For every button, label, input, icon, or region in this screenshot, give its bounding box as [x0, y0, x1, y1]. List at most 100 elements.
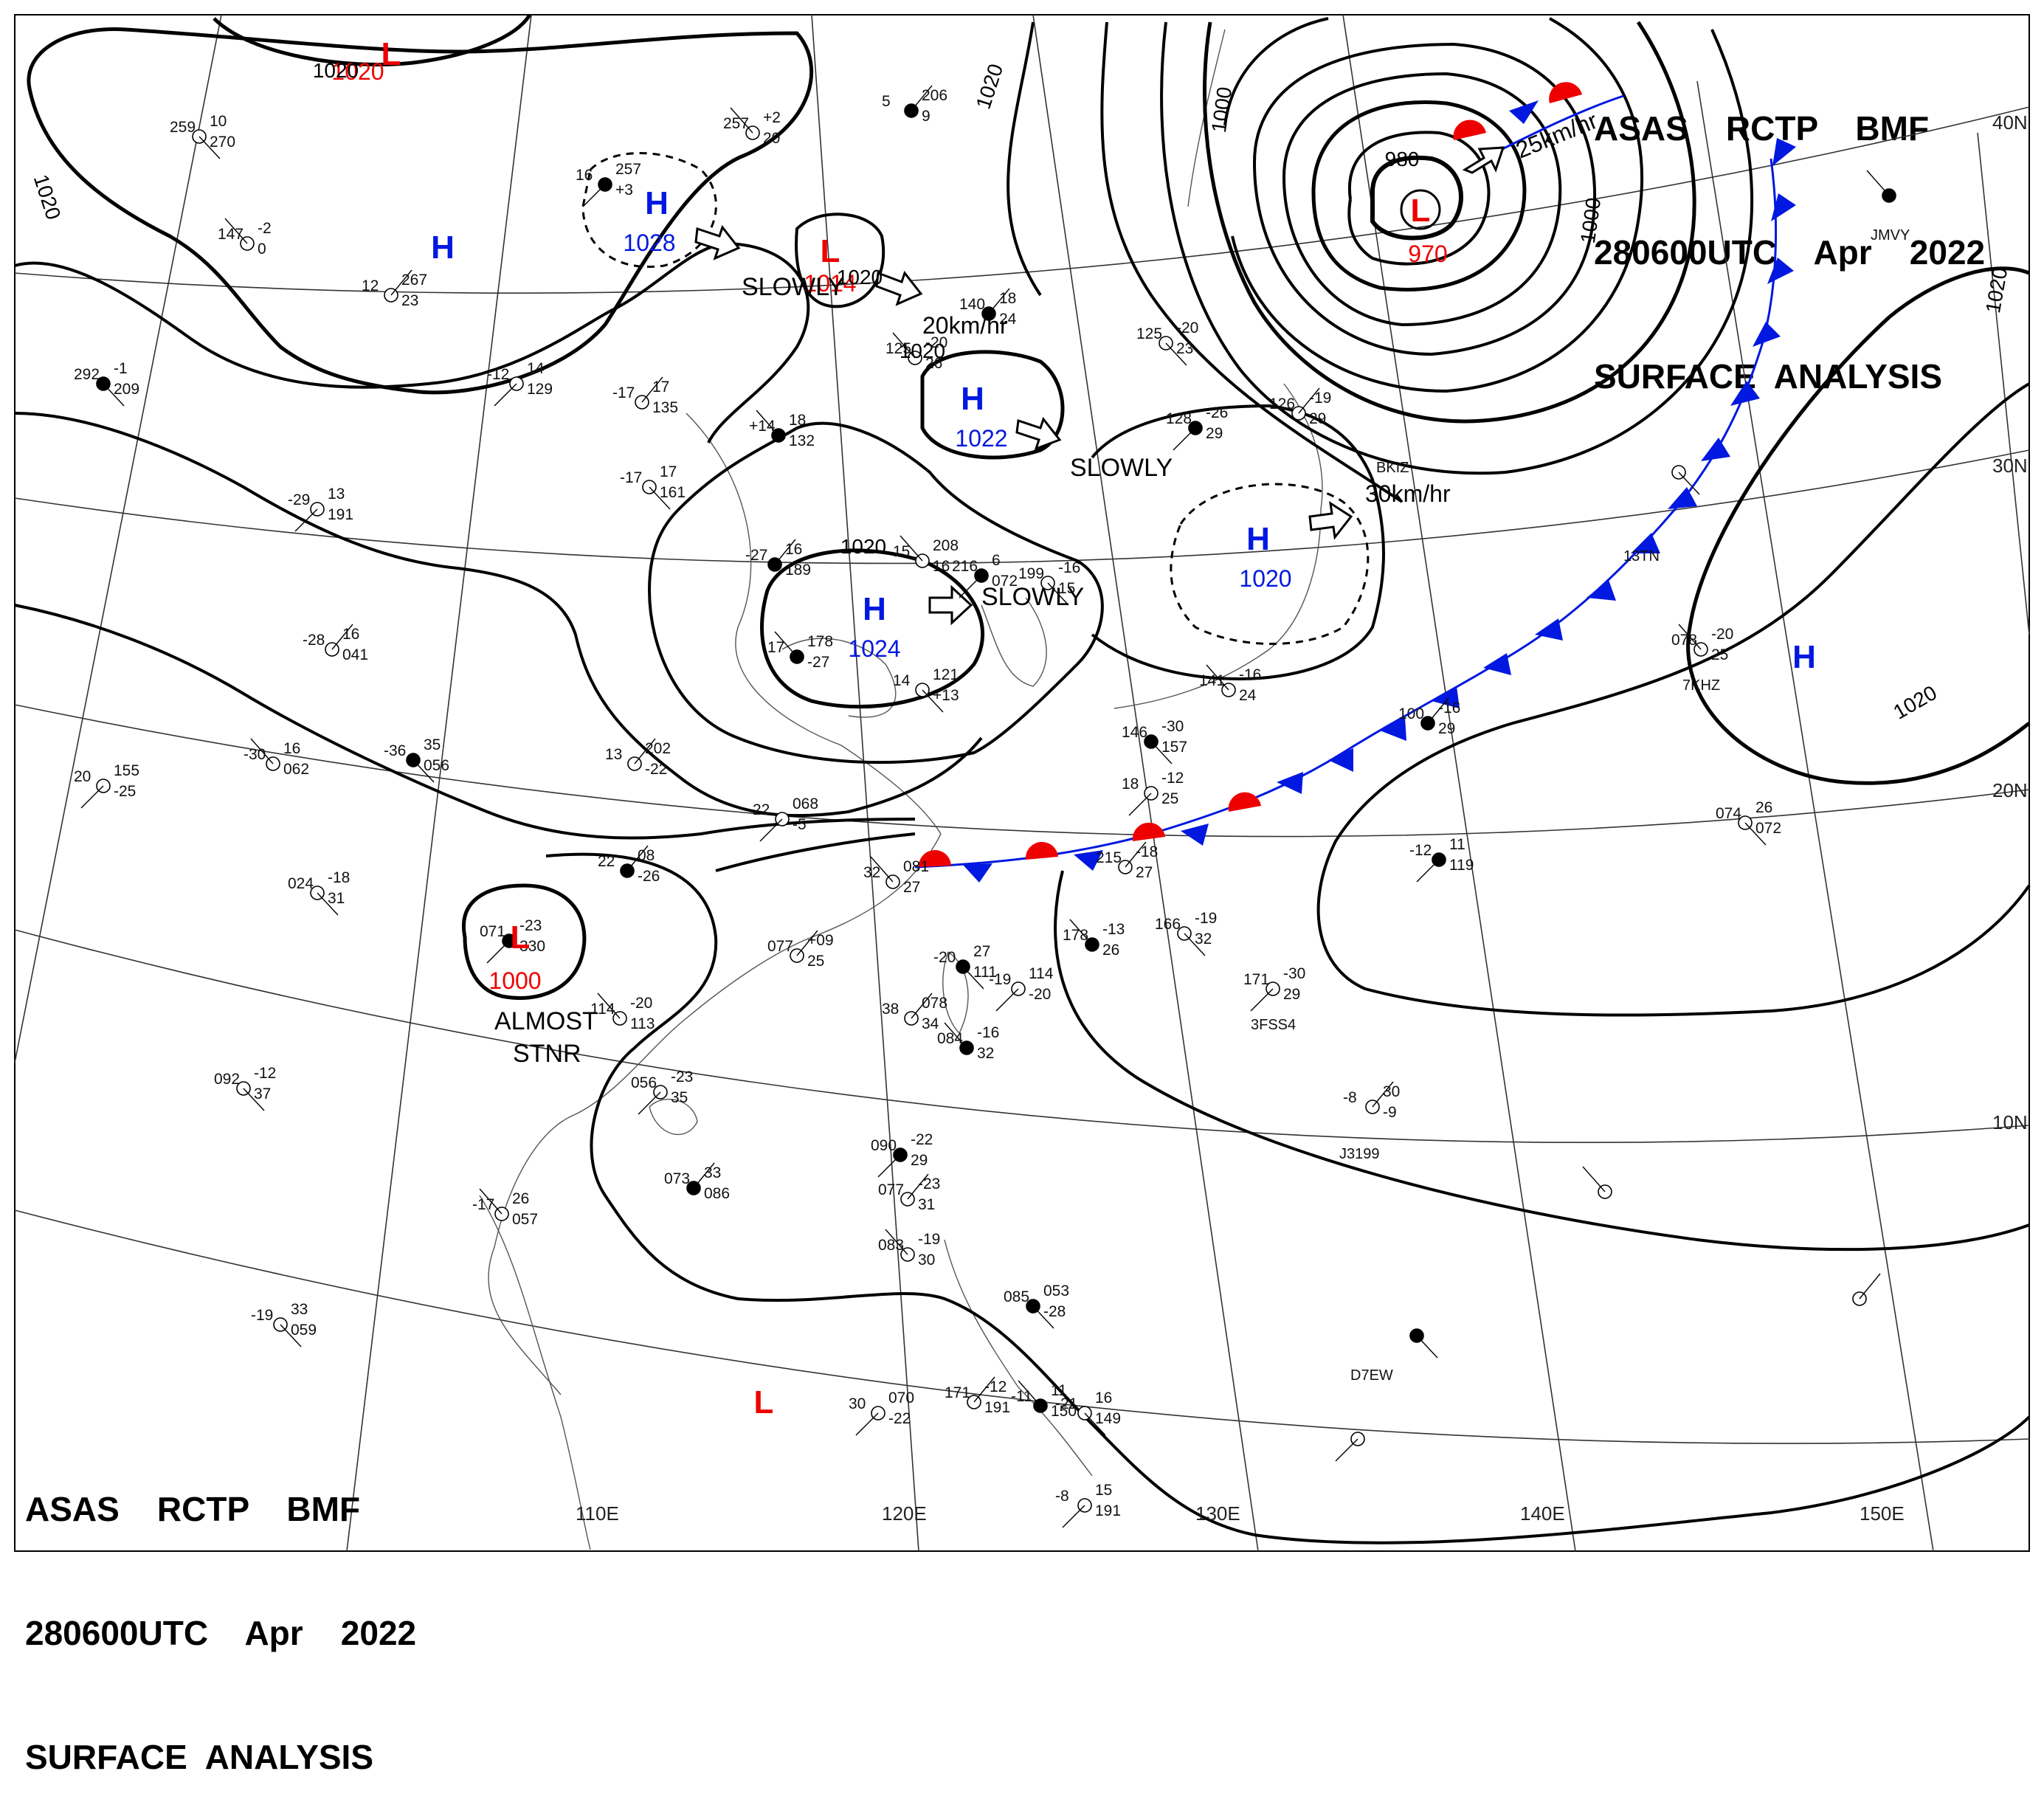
station-value: 14	[893, 672, 911, 689]
graticule-labels: 110E 120E 130E 140E 150E 40N 30N 20N 10N	[576, 111, 2028, 1525]
cold-front-triangle	[1586, 580, 1616, 601]
station-value: 100	[1398, 705, 1424, 722]
station-value: -20	[925, 334, 947, 351]
station-value: 257	[615, 161, 641, 178]
station-value: 171	[945, 1384, 970, 1401]
station-plot: 166 -19 32	[1155, 910, 1217, 956]
isobar-low-1000	[1203, 21, 1696, 424]
isobar-value-label: 1020	[30, 172, 66, 223]
wind-barb-icon	[1416, 1335, 1438, 1359]
station-plot: 17 178 -27	[767, 631, 833, 671]
high-pressure-symbol: H	[863, 591, 886, 627]
wind-barb-icon	[1744, 822, 1767, 846]
station-plot: 100 -16 29	[1398, 697, 1460, 737]
station-value: 22	[598, 853, 615, 870]
station-value: 208	[933, 537, 959, 554]
station-plot: 056 -23 35	[631, 1069, 693, 1115]
isobars	[14, 13, 2031, 1544]
station-value: 15	[1095, 1482, 1112, 1499]
coast-hainan	[649, 1099, 698, 1136]
wind-barb-icon	[855, 1412, 879, 1436]
wind-barb-icon	[995, 988, 1019, 1012]
station-plot: -19 114 -20	[989, 965, 1054, 1012]
station-value: -22	[645, 761, 667, 778]
station-value: 37	[254, 1085, 271, 1102]
station-value: -20	[630, 995, 652, 1012]
station-value: 119	[1449, 857, 1474, 874]
station-plot: 32 081 27	[863, 856, 929, 896]
station-value: 072	[1755, 820, 1781, 837]
cold-front-triangle	[1509, 100, 1539, 124]
central-pressure-value: 1020	[331, 58, 384, 85]
station-value: 38	[882, 1001, 899, 1018]
latitude-line-10n	[14, 929, 2030, 1143]
station-plot: 085 053 -28	[1004, 1283, 1069, 1329]
lat-label-30n: 30N	[1992, 455, 2028, 477]
station-value: 6	[992, 552, 1001, 569]
station-value: 29	[1283, 986, 1300, 1003]
station-value: -30	[1161, 718, 1184, 735]
wind-barb-icon	[1427, 697, 1449, 724]
station-value: -1	[114, 360, 128, 377]
latitude-line-20n	[14, 704, 2030, 838]
station-plot: 216 6 072	[952, 552, 1018, 598]
station-value: -27	[807, 654, 829, 671]
station-plot: 071 -23 330	[480, 917, 545, 964]
station-plot: 084 -16 32	[937, 1022, 999, 1062]
isobar-siberia-1024	[14, 241, 810, 443]
wind-barb-icon	[317, 892, 339, 916]
cold-front-triangle	[1074, 850, 1103, 871]
station-value: -12	[1161, 770, 1184, 787]
pressure-center: L	[754, 1384, 774, 1421]
station-value: 5	[882, 93, 891, 110]
wind-barb-icon	[1416, 859, 1440, 883]
station-value: 16	[283, 740, 300, 757]
station-plot	[1335, 1432, 1365, 1462]
station-value: 24	[1239, 687, 1257, 704]
station-plot: 140 18 24	[959, 288, 1017, 328]
graticule	[14, 14, 2030, 1552]
station-value: -22	[888, 1410, 911, 1427]
isobar-low-985	[1282, 72, 1562, 327]
warm-front-semicircle	[918, 849, 951, 867]
central-pressure-value: 970	[1408, 241, 1447, 267]
wind-barb-icon	[1018, 1380, 1041, 1406]
station-value: 121	[933, 666, 959, 683]
wind-barb-icon	[911, 993, 933, 1019]
movement-label: SLOWLY	[1070, 454, 1173, 482]
map-border	[14, 14, 2030, 1552]
isobar-pacific-1016	[1316, 382, 2031, 1017]
station-value: 199	[1018, 565, 1044, 582]
station-value: -18	[328, 869, 350, 886]
station-value: 092	[214, 1071, 240, 1088]
station-value: -12	[1409, 842, 1432, 859]
high-pressure-symbol: H	[961, 381, 984, 417]
wind-barb-icon	[877, 1154, 901, 1178]
isobar-low-990	[1253, 42, 1596, 356]
station-value: -21	[1055, 1395, 1077, 1412]
title-line-product: SURFACE ANALYSIS	[1594, 357, 1943, 396]
coastlines	[479, 29, 1323, 1550]
station-value: 085	[1004, 1288, 1029, 1305]
station-value: -17	[612, 384, 635, 401]
wind-barb-icon	[756, 410, 779, 436]
station-value: 128	[1166, 410, 1192, 427]
wind-barb-icon	[649, 486, 671, 510]
station-plot: 14 121 +13	[893, 666, 959, 713]
station-plot: -12 14 129	[487, 360, 553, 407]
wind-barb-icon	[885, 1229, 908, 1255]
station-value: 147	[218, 226, 244, 243]
cold-front-symbols	[963, 100, 1796, 883]
title-line-time: 280600UTC Apr 2022	[25, 1614, 417, 1652]
warm-front-semicircle	[1453, 120, 1486, 140]
cold-front-triangle	[1701, 438, 1730, 461]
station-value: 13	[605, 746, 622, 763]
station-value: -20	[933, 949, 956, 966]
station-value: 29	[1206, 425, 1223, 442]
movement-label: STNR	[513, 1040, 581, 1068]
wind-barb-icon	[1084, 1412, 1106, 1436]
station-value: -8	[1343, 1089, 1357, 1106]
isobar-value-label: 1020	[1890, 681, 1941, 724]
wind-barb-icon	[1032, 1305, 1054, 1329]
